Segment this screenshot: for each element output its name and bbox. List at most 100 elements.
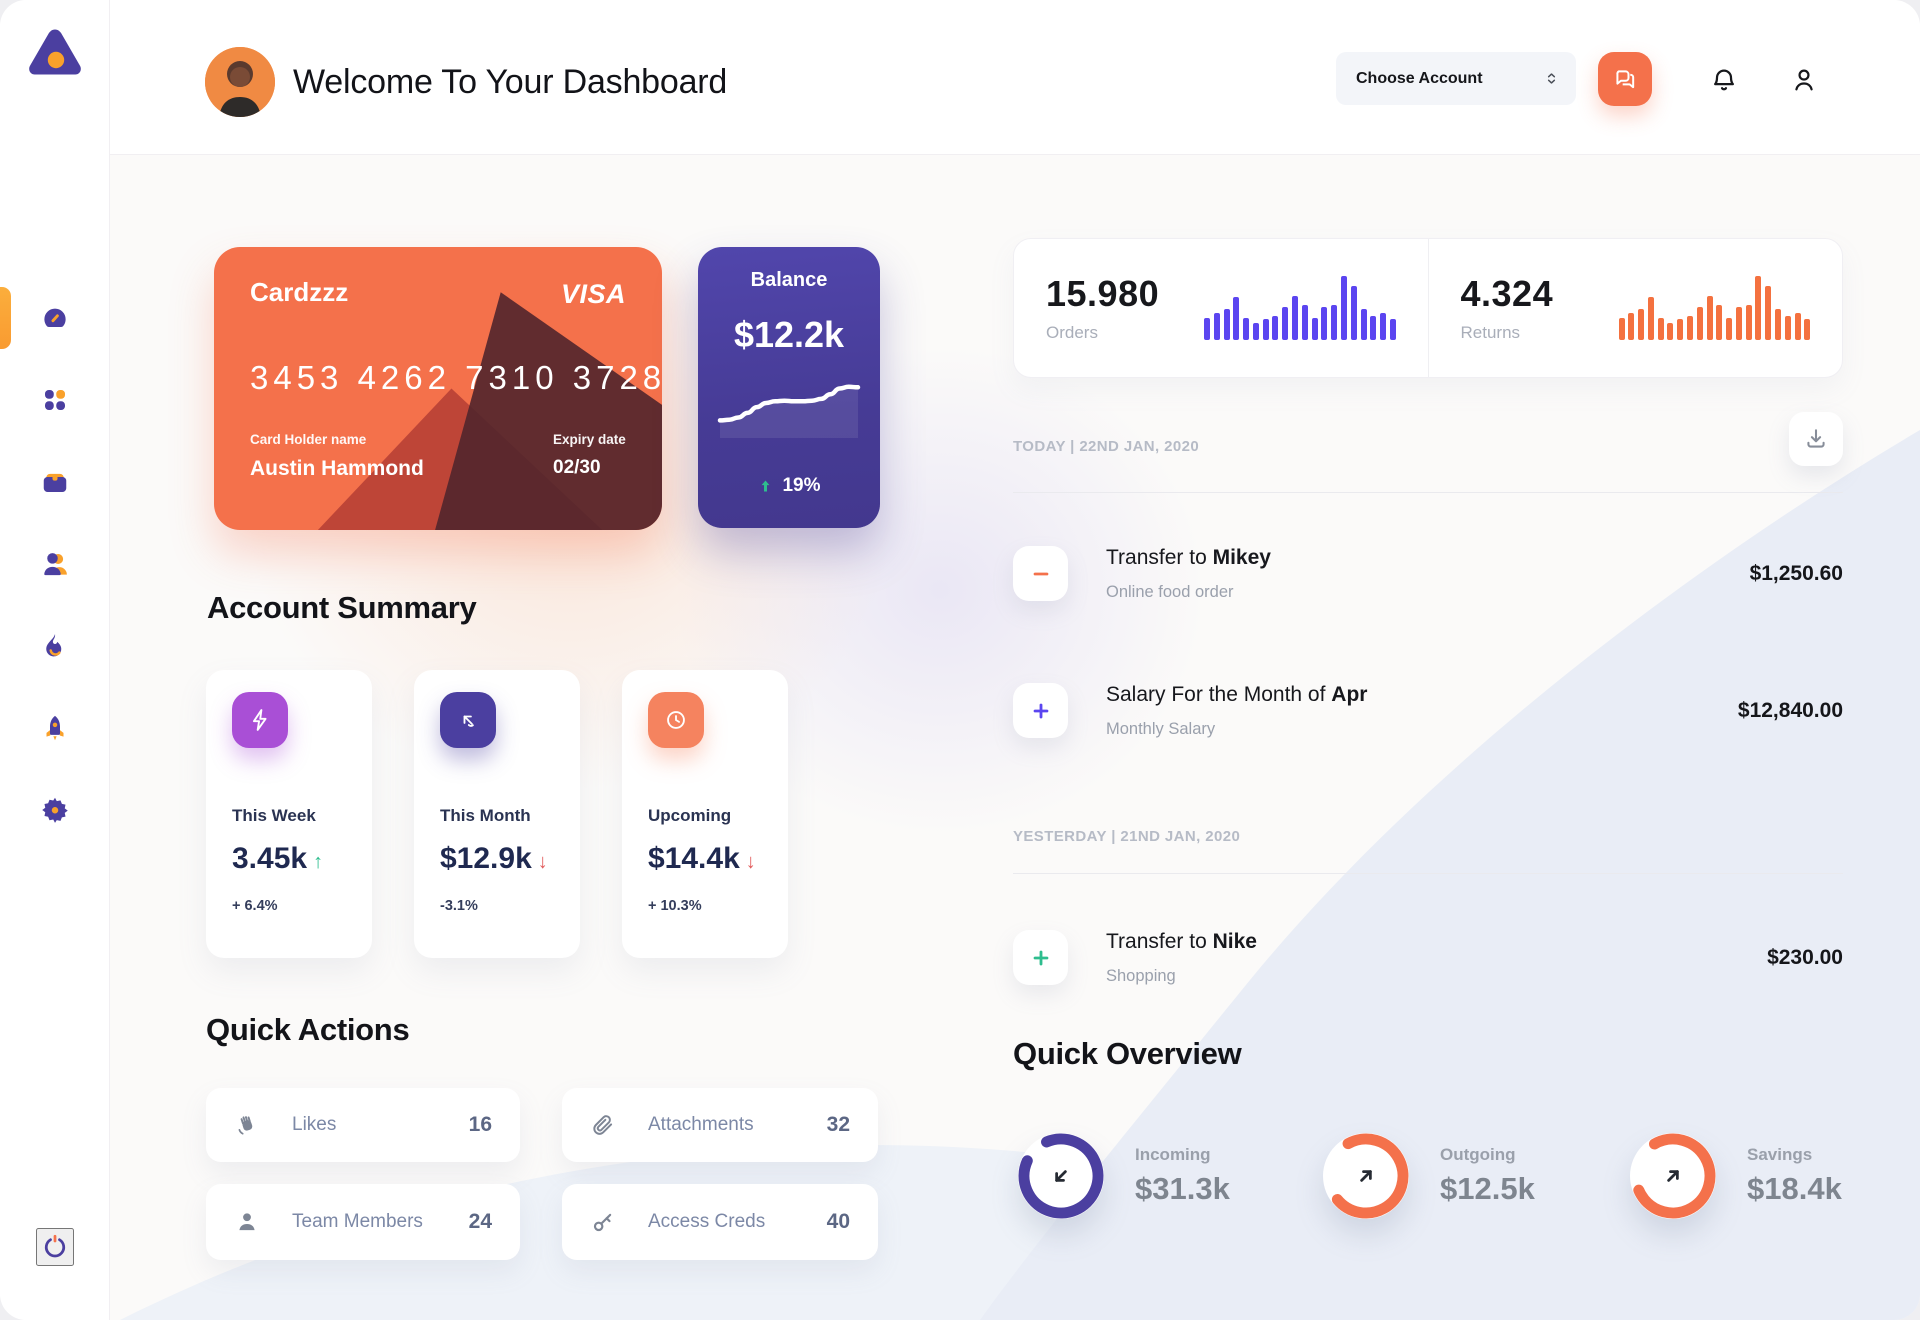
transaction-row-mikey[interactable]: Transfer to Mikey Online food order $1,2… [1013, 546, 1843, 602]
returns-label: Returns [1460, 323, 1521, 342]
account-select-value: Choose Account [1356, 69, 1483, 87]
download-statement-button[interactable] [1789, 412, 1843, 466]
speedometer-icon [44, 308, 66, 327]
ring-label: Incoming [1135, 1145, 1211, 1164]
quick-action-count: 32 [826, 1113, 850, 1136]
trend-down-arrow: ↓ [537, 851, 548, 873]
summary-card-this-week: This Week 3.45k ↑ + 6.4% [206, 670, 372, 958]
account-select[interactable]: Choose Account [1336, 52, 1576, 105]
divider [1013, 873, 1843, 874]
notifications-button[interactable] [1704, 60, 1744, 100]
app-logo [25, 26, 85, 82]
transaction-subtitle: Online food order [1106, 583, 1234, 601]
messages-button[interactable] [1598, 52, 1652, 106]
summary-label: This Month [440, 806, 531, 825]
quick-action-label: Likes [292, 1114, 337, 1135]
transaction-amount: $12,840.00 [1737, 699, 1843, 722]
transaction-title: Transfer to Mikey [1106, 546, 1271, 569]
orders-value: 15.980 [1046, 273, 1160, 314]
card-expiry-label: Expiry date [553, 432, 626, 447]
ring-label: Outgoing [1440, 1145, 1516, 1164]
arrow-up-right-icon [1625, 1128, 1721, 1224]
transaction-amount: $1,250.60 [1749, 562, 1843, 585]
arrow-up-left-icon [440, 692, 496, 748]
sidebar-item-apps[interactable] [0, 374, 110, 426]
savings-ring-chart [1625, 1128, 1721, 1224]
user-avatar[interactable] [205, 47, 275, 117]
summary-label: Upcoming [648, 806, 732, 825]
grid-icon [45, 390, 65, 410]
card-name: Cardzzz [250, 277, 349, 307]
summary-value: $14.4k ↓ [648, 842, 756, 875]
quick-actions-title: Quick Actions [206, 1012, 410, 1047]
lightning-icon [232, 692, 288, 748]
transaction-row-nike[interactable]: Transfer to Nike Shopping $230.00 [1013, 930, 1843, 986]
member-icon [239, 1213, 255, 1231]
returns-bar-chart [1618, 276, 1811, 340]
bell-icon [1714, 69, 1734, 91]
transaction-title: Salary For the Month of Apr [1106, 683, 1368, 706]
ring-value: $18.4k [1747, 1171, 1842, 1206]
quick-action-label: Team Members [292, 1211, 423, 1232]
power-icon [44, 1234, 66, 1258]
sidebar-item-activity[interactable] [0, 620, 110, 672]
quick-overview-title: Quick Overview [1013, 1036, 1242, 1071]
download-icon [1807, 429, 1825, 448]
overview-savings: Savings $18.4k [1625, 1128, 1842, 1224]
summary-card-upcoming: Upcoming $14.4k ↓ + 10.3% [622, 670, 788, 958]
summary-value: $12.9k ↓ [440, 842, 548, 875]
arrow-up-right-icon [1318, 1128, 1414, 1224]
transaction-texts: Transfer to Mikey Online food order [1106, 546, 1750, 602]
page-title: Welcome To Your Dashboard [293, 63, 728, 101]
logout-button[interactable] [36, 1228, 74, 1266]
balance-delta: 19% [698, 475, 880, 497]
transactions-date-today: TODAY | 22ND JAN, 2020 [1013, 438, 1200, 455]
avatar-photo [205, 47, 275, 117]
profile-button[interactable] [1784, 60, 1824, 100]
active-nav-indicator [0, 287, 11, 349]
balance-value: $12.2k [733, 314, 845, 355]
gear-icon [42, 797, 68, 823]
transaction-subtitle: Monthly Salary [1106, 720, 1216, 738]
key-icon [593, 1213, 612, 1232]
arrow-up-green-icon [762, 479, 770, 491]
ring-label: Savings [1747, 1145, 1813, 1164]
sidebar-item-dashboard[interactable] [0, 292, 110, 344]
users-icon [44, 553, 67, 576]
person-icon [1795, 69, 1813, 91]
sidebar-item-work[interactable] [0, 456, 110, 508]
card-brand-visa: VISA [560, 279, 626, 309]
balance-delta-value: 19% [782, 475, 821, 496]
returns-value: 4.324 [1460, 273, 1554, 314]
summary-value: 3.45k ↑ [232, 842, 324, 875]
balance-trend-chart [717, 384, 861, 438]
card-number: 3453 4262 7310 3728 [250, 359, 662, 396]
quick-action-team-members[interactable]: Team Members 24 [206, 1184, 520, 1260]
plus-icon [1013, 683, 1068, 738]
quick-action-access-creds[interactable]: Access Creds 40 [562, 1184, 878, 1260]
quick-action-count: 24 [468, 1210, 492, 1233]
summary-delta: + 10.3% [648, 898, 702, 914]
sidebar-item-team[interactable] [0, 538, 110, 590]
quick-action-count: 40 [826, 1210, 850, 1233]
summary-card-this-month: This Month $12.9k ↓ -3.1% [414, 670, 580, 958]
ring-value: $31.3k [1135, 1171, 1230, 1206]
sidebar-nav [0, 292, 110, 866]
logo-triangle-icon [29, 29, 81, 75]
summary-label: This Week [232, 806, 316, 825]
transaction-texts: Salary For the Month of Apr Monthly Sala… [1106, 683, 1738, 739]
ring-value: $12.5k [1440, 1171, 1535, 1206]
transaction-row-salary[interactable]: Salary For the Month of Apr Monthly Sala… [1013, 683, 1843, 739]
returns-stat: 4.324 Returns [1427, 239, 1843, 377]
paperclip-icon [593, 1115, 613, 1135]
balance-card: Balance $12.2k 19% [698, 247, 880, 528]
trend-down-arrow: ↓ [745, 851, 756, 873]
briefcase-icon [43, 473, 67, 492]
quick-action-likes[interactable]: Likes 16 [206, 1088, 520, 1162]
transaction-subtitle: Shopping [1106, 967, 1176, 985]
transaction-title: Transfer to Nike [1106, 930, 1257, 953]
sidebar-item-settings[interactable] [0, 784, 110, 836]
sidebar-item-launch[interactable] [0, 702, 110, 754]
credit-card: Cardzzz VISA 3453 4262 7310 3728 Card Ho… [214, 247, 662, 530]
quick-action-attachments[interactable]: Attachments 32 [562, 1088, 878, 1162]
